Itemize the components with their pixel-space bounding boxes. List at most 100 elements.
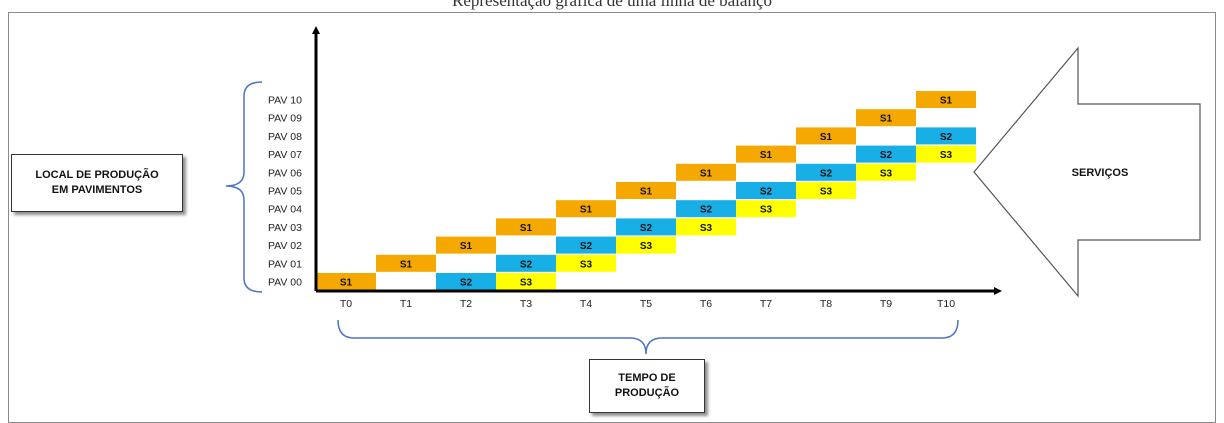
x-brace [337,319,959,355]
cell-label: S2 [760,187,773,198]
cell-s2-t3: S2 [496,254,556,272]
cell-label: S1 [760,150,773,161]
cell-label: S1 [520,223,533,234]
cell-rect [676,200,736,218]
x-tick-label: T10 [937,298,955,310]
cell-rect [916,127,976,145]
production-location-line1: LOCAL DE PRODUÇÃO [35,169,159,182]
cell-rect [856,109,916,127]
cell-s1-t4: S1 [556,200,616,218]
cell-label: S1 [700,168,713,179]
cell-rect [556,236,616,254]
cell-rect [376,254,436,272]
y-tick-label: PAV 04 [268,204,302,216]
cell-rect [616,236,676,254]
cell-label: S2 [880,150,893,161]
cell-rect [676,218,736,236]
x-tick-label: T5 [640,298,652,310]
cell-rect [736,182,796,199]
production-time-line2: PRODUÇÃO [614,387,680,399]
cell-label: S3 [640,241,653,252]
production-time-line1: TEMPO DE [618,372,676,385]
cell-label: S3 [820,187,833,198]
service-cells: S1 S1 S1 S1 S1 S1 S1 S1 S1 S1 S1 S2 S2 S2 S2 S2 S2 S2 S2 S2… [316,91,976,290]
cell-s2-t9: S2 [856,145,916,163]
cell-rect [616,218,676,236]
x-tick-label: T8 [820,298,832,310]
cell-s3-t8: S3 [796,182,856,199]
y-tick-label: PAV 02 [268,240,302,252]
cell-label: S1 [640,187,653,198]
cell-label: S3 [580,259,593,270]
x-tick-label: T4 [580,298,592,310]
cell-s2-t6: S2 [676,200,736,218]
y-tick-label: PAV 01 [268,258,302,270]
cell-label: S2 [940,132,953,143]
cell-rect [796,127,856,145]
cell-label: S1 [820,132,833,143]
cell-s2-t5: S2 [616,218,676,236]
cell-s1-t10: S1 [916,91,976,108]
cell-s2-t7: S2 [736,182,796,199]
production-location-box: LOCAL DE PRODUÇÃO EM PAVIMENTOS [11,154,183,212]
cell-rect [676,163,736,181]
cell-rect [616,182,676,199]
cell-rect [736,145,796,163]
services-arrow-label: SERVIÇOS [1072,167,1129,179]
cell-label: S1 [460,241,473,252]
y-tick-label: PAV 06 [268,167,302,179]
cell-label: S1 [580,205,593,216]
cell-s1-t7: S1 [736,145,796,163]
cell-rect [436,236,496,254]
cell-s1-t6: S1 [676,163,736,181]
cell-label: S1 [340,278,353,289]
production-time-box: TEMPO DE PRODUÇÃO [589,359,705,413]
cell-label: S3 [880,168,893,179]
cell-s2-t2: S2 [436,273,496,290]
cell-rect [556,254,616,272]
cell-rect [556,200,616,218]
cell-s3-t4: S3 [556,254,616,272]
x-tick-label: T2 [460,298,472,310]
cell-s2-t4: S2 [556,236,616,254]
x-tick-label: T6 [700,298,712,310]
x-tick-label: T7 [760,298,772,310]
cell-rect [316,273,376,290]
y-tick-label: PAV 03 [268,222,302,234]
cell-s1-t5: S1 [616,182,676,199]
cell-s3-t6: S3 [676,218,736,236]
cell-rect [436,273,496,290]
cell-rect [496,254,556,272]
cell-rect [856,145,916,163]
cell-s3-t3: S3 [496,273,556,290]
cell-s3-t10: S3 [916,145,976,163]
x-tick-label: T3 [520,298,532,310]
cell-label: S2 [520,259,533,270]
cell-label: S1 [940,96,953,107]
y-tick-label: PAV 07 [268,149,302,161]
y-tick-label: PAV 05 [268,186,302,198]
cell-rect [496,273,556,290]
cell-s1-t9: S1 [856,109,916,127]
cell-label: S2 [700,205,713,216]
cell-s1-t8: S1 [796,127,856,145]
cell-label: S2 [640,223,653,234]
cell-label: S1 [400,259,413,270]
cell-rect [496,218,556,236]
cell-label: S2 [580,241,593,252]
production-location-line2: EM PAVIMENTOS [51,184,143,196]
y-tick-labels: PAV 00 PAV 01 PAV 02 PAV 03 PAV 04 PAV 05 PAV … [268,95,302,289]
cell-s2-t8: S2 [796,163,856,181]
cell-s3-t9: S3 [856,163,916,181]
y-tick-label: PAV 09 [268,113,302,125]
cell-label: S1 [880,114,893,125]
cell-rect [916,145,976,163]
cell-s1-t3: S1 [496,218,556,236]
cell-s3-t5: S3 [616,236,676,254]
cell-label: S2 [820,168,833,179]
cell-label: S3 [520,278,533,289]
cell-rect [796,182,856,199]
cell-rect [856,163,916,181]
x-tick-label: T1 [400,298,412,310]
